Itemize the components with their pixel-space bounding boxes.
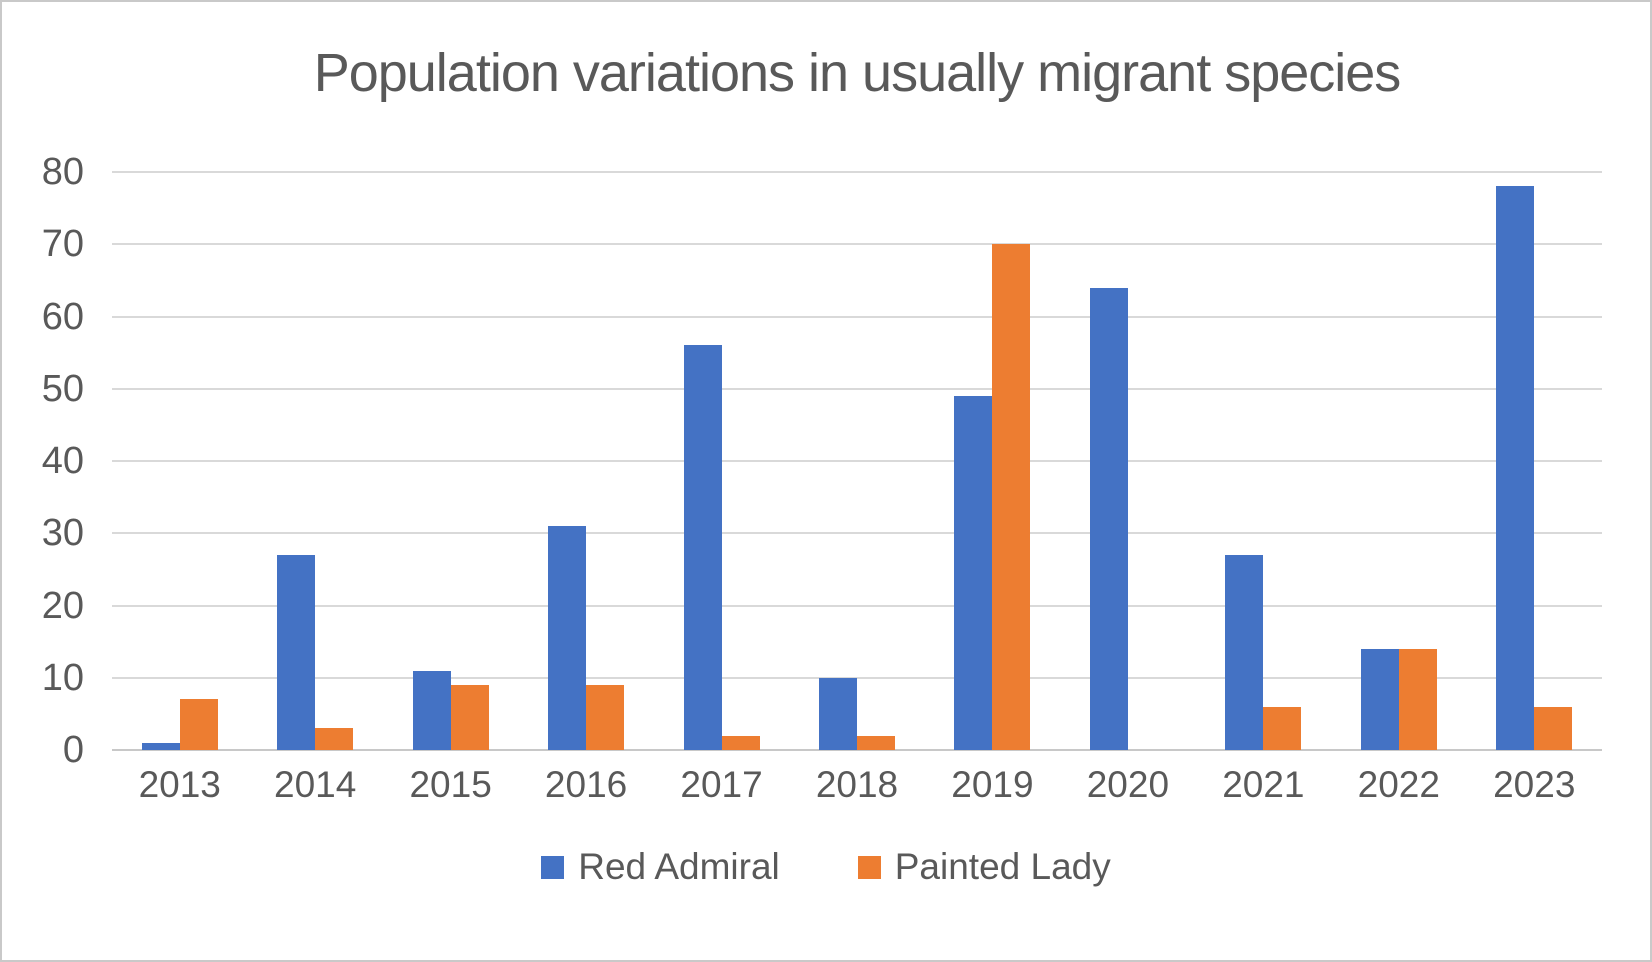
x-tick-label-2013: 2013: [138, 764, 221, 805]
legend-label-red-admiral: Red Admiral: [578, 846, 780, 887]
gridline-20: [112, 604, 1602, 607]
y-tick-label-50: 50: [41, 367, 84, 410]
bar-red-admiral-2020: [1089, 287, 1128, 750]
x-axis: 2013 2014 2015 2016 2017 2018 2019 2020 2021 2022…: [112, 764, 1602, 806]
legend-item-red-admiral: Red Admiral: [541, 846, 780, 888]
gridline-30: [112, 532, 1602, 535]
bar-red-admiral-2014: [277, 554, 316, 750]
x-tick-label-2019: 2019: [951, 764, 1034, 805]
category-group-2023: [1467, 172, 1602, 750]
bar-painted-lady-2018: [856, 735, 895, 750]
bar-painted-lady-2022: [1398, 648, 1437, 750]
bar-red-admiral-2022: [1360, 648, 1399, 750]
bar-painted-lady-2014: [315, 728, 354, 750]
legend-swatch-painted-lady: [857, 855, 881, 879]
category-group-2017: [654, 172, 789, 750]
bar-painted-lady-2019: [992, 244, 1031, 750]
legend-label-painted-lady: Painted Lady: [894, 846, 1111, 887]
legend: Red Admiral Painted Lady: [2, 846, 1650, 888]
bar-red-admiral-2015: [412, 670, 451, 750]
category-group-2021: [1196, 172, 1331, 750]
y-tick-label-60: 60: [41, 295, 84, 338]
x-tick-label-2016: 2016: [544, 764, 628, 805]
bar-painted-lady-2013: [179, 699, 218, 750]
x-tick-label-2014: 2014: [274, 764, 357, 805]
gridline-40: [112, 460, 1602, 462]
category-group-2015: [383, 172, 518, 750]
bar-red-admiral-2018: [818, 677, 857, 750]
bars-row: [112, 172, 1602, 750]
category-group-2019: [925, 172, 1060, 750]
category-group-2014: [247, 172, 382, 750]
bar-painted-lady-2016: [586, 684, 625, 750]
gridline-0: [112, 749, 1602, 751]
y-tick-label-80: 80: [41, 151, 84, 193]
x-tick-label-2023: 2023: [1493, 764, 1576, 805]
x-tick-label-2018: 2018: [815, 764, 899, 805]
bar-red-admiral-2019: [954, 395, 993, 750]
y-tick-label-40: 40: [41, 440, 84, 482]
category-group-2018: [789, 172, 924, 750]
gridline-10: [112, 676, 1602, 679]
gridline-80: [112, 171, 1602, 173]
y-tick-label-70: 70: [41, 223, 84, 266]
bar-red-admiral-2017: [683, 345, 722, 750]
x-tick-label-2021: 2021: [1222, 764, 1305, 805]
category-group-2020: [1060, 172, 1195, 750]
bar-red-admiral-2013: [141, 742, 180, 750]
y-tick-label-10: 10: [41, 656, 84, 699]
bar-painted-lady-2021: [1263, 706, 1302, 750]
gridline-70: [112, 243, 1602, 246]
x-tick-label-2015: 2015: [409, 764, 492, 805]
category-group-2016: [518, 172, 653, 750]
category-group-2013: [112, 172, 247, 750]
y-tick-label-20: 20: [41, 584, 84, 627]
y-tick-label-30: 30: [41, 512, 84, 555]
bar-painted-lady-2023: [1534, 706, 1573, 750]
x-tick-label-2020: 2020: [1086, 764, 1170, 805]
bar-red-admiral-2023: [1496, 186, 1535, 750]
bar-painted-lady-2017: [721, 735, 760, 750]
legend-item-painted-lady: Painted Lady: [857, 846, 1111, 888]
legend-swatch-red-admiral: [541, 855, 565, 879]
bar-red-admiral-2016: [548, 526, 587, 750]
x-tick-label-2017: 2017: [680, 764, 763, 805]
x-tick-label-2022: 2022: [1357, 764, 1440, 805]
y-tick-label-0: 0: [62, 729, 84, 771]
chart-title: Population variations in usually migrant…: [313, 43, 1402, 103]
bar-painted-lady-2015: [450, 684, 489, 750]
plot-area: [112, 171, 1602, 751]
y-axis: 0 10 20 30 40 50 60 70 80: [2, 153, 84, 769]
bar-red-admiral-2021: [1225, 554, 1264, 750]
category-group-2022: [1331, 172, 1466, 750]
gridline-60: [112, 315, 1602, 318]
gridline-50: [112, 387, 1602, 390]
